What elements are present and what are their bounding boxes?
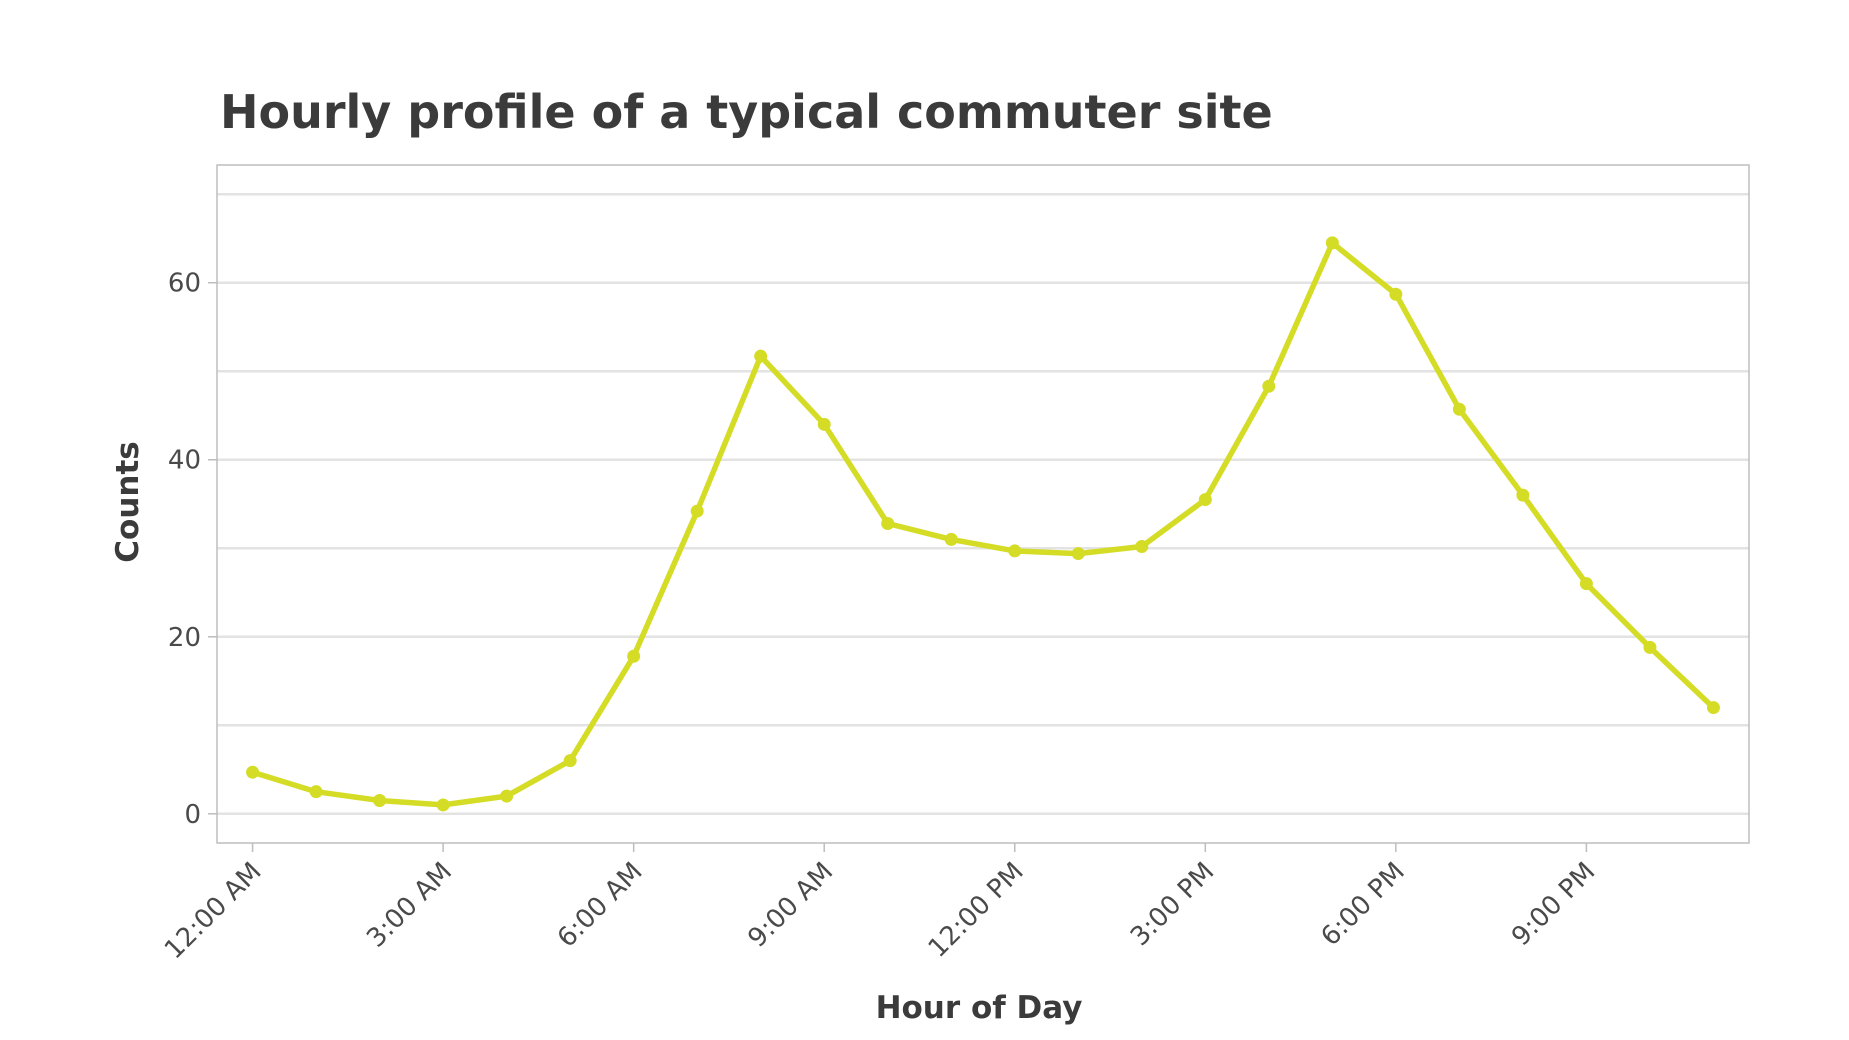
chart-title: Hourly profile of a typical commuter sit…: [220, 85, 1273, 139]
series-line: [249, 240, 1717, 808]
data-point: [1706, 701, 1720, 715]
data-point: [563, 754, 577, 768]
x-axis-ticks: 12:00 AM 3:00 AM 6:00 AM 9:00 AM 12:00 PM 3:0…: [159, 843, 1601, 965]
x-tick-label: 9:00 PM: [1506, 857, 1601, 952]
data-point: [1071, 547, 1085, 561]
x-axis-title: Hour of Day: [876, 990, 1083, 1026]
x-tick-label: 3:00 AM: [361, 857, 458, 954]
data-point: [881, 516, 895, 530]
y-axis-ticks: 0 20 40 60: [168, 269, 217, 830]
data-point: [754, 349, 768, 363]
y-tick-label: 20: [168, 623, 201, 653]
plot-frame: [216, 164, 1750, 844]
grid-lines: [217, 192, 1749, 816]
data-point: [500, 789, 514, 803]
data-point: [246, 765, 260, 779]
series-points: [246, 236, 1720, 812]
x-tick-label: 12:00 PM: [923, 857, 1030, 964]
x-tick-label: 6:00 AM: [552, 857, 649, 954]
data-point: [944, 532, 958, 546]
data-point: [627, 649, 641, 663]
data-point: [436, 798, 450, 812]
data-point: [1452, 402, 1466, 416]
data-point: [1135, 539, 1149, 553]
data-point: [373, 794, 387, 808]
data-point: [1643, 640, 1657, 654]
y-axis-title: Counts: [110, 441, 146, 562]
data-point: [817, 417, 831, 431]
data-point: [1325, 236, 1339, 250]
data-point: [1579, 577, 1593, 591]
data-point: [1389, 287, 1403, 301]
x-tick-label: 9:00 AM: [742, 857, 839, 954]
data-point: [309, 785, 323, 799]
data-point: [1516, 488, 1530, 502]
x-tick-label: 3:00 PM: [1125, 857, 1220, 952]
data-point: [1198, 493, 1212, 507]
y-tick-label: 0: [184, 800, 201, 830]
x-tick-label: 12:00 AM: [159, 857, 267, 965]
data-point: [1008, 544, 1022, 558]
data-point: [690, 504, 704, 518]
y-tick-label: 40: [168, 446, 201, 476]
y-tick-label: 60: [168, 269, 201, 299]
x-tick-label: 6:00 PM: [1316, 857, 1411, 952]
data-point: [1262, 379, 1276, 393]
